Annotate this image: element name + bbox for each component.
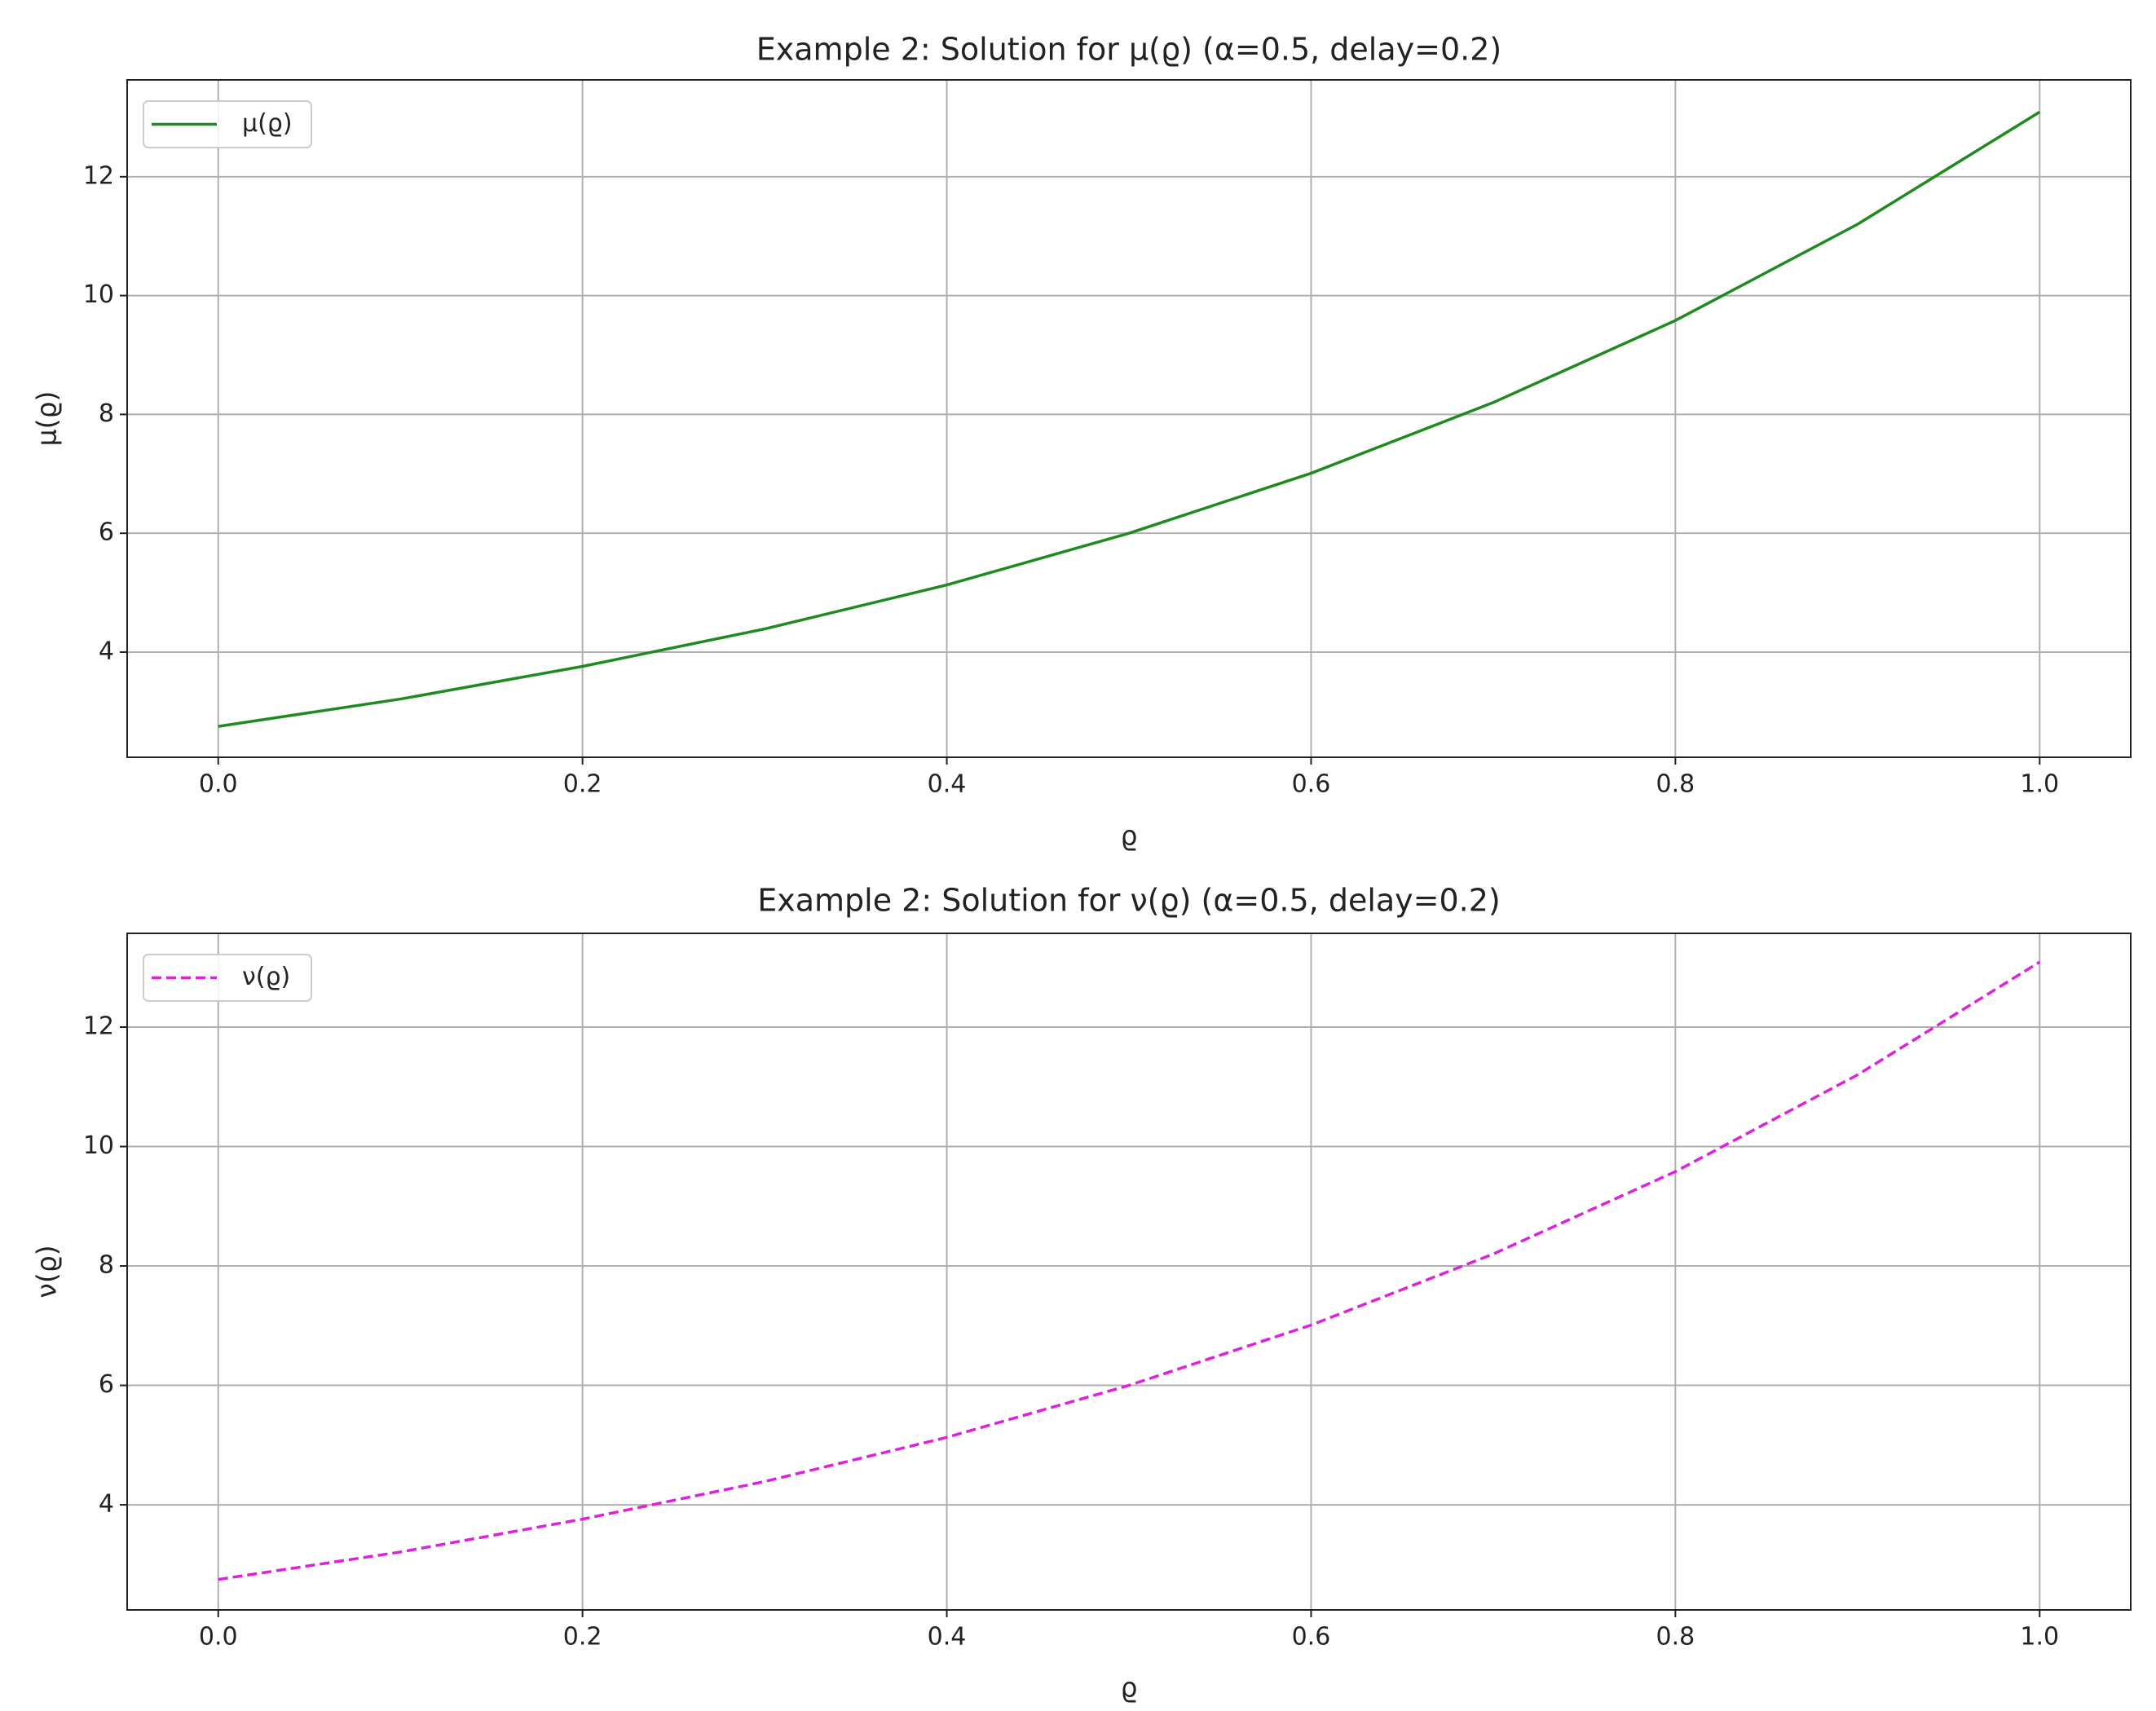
x-tick-label: 0.6 bbox=[1292, 770, 1331, 799]
x-axis-label: ϱ bbox=[1121, 1672, 1138, 1704]
y-tick-label: 6 bbox=[99, 1370, 114, 1399]
series-line bbox=[218, 110, 2041, 728]
x-tick-label: 0.0 bbox=[199, 770, 238, 799]
x-tick-label: 1.0 bbox=[2020, 770, 2059, 799]
x-tick-label: 1.0 bbox=[2020, 1623, 2059, 1651]
y-tick-label: 4 bbox=[99, 1490, 114, 1519]
y-tick-label: 10 bbox=[83, 1131, 114, 1160]
subplot: Example 2: Solution for μ(ϱ) (α=0.5, del… bbox=[31, 32, 2132, 852]
y-axis-label: ν(ϱ) bbox=[31, 1245, 63, 1298]
x-tick-label: 0.8 bbox=[1656, 1623, 1695, 1651]
legend-box bbox=[143, 100, 312, 148]
y-tick-label: 8 bbox=[99, 1251, 114, 1280]
chart-title: Example 2: Solution for μ(ϱ) (α=0.5, del… bbox=[756, 32, 1501, 68]
chart-title: Example 2: Solution for ν(ϱ) (α=0.5, del… bbox=[757, 883, 1501, 919]
legend-label: ν(ϱ) bbox=[242, 963, 290, 991]
x-tick-label: 0.6 bbox=[1292, 1623, 1331, 1651]
x-tick-label: 0.2 bbox=[563, 770, 602, 799]
x-tick-label: 0.8 bbox=[1656, 770, 1695, 799]
y-tick-label: 8 bbox=[99, 399, 114, 428]
x-axis-label: ϱ bbox=[1121, 820, 1138, 852]
y-axis-label: μ(ϱ) bbox=[31, 391, 63, 447]
legend-box bbox=[143, 954, 312, 1002]
subplot: Example 2: Solution for ν(ϱ) (α=0.5, del… bbox=[31, 883, 2132, 1704]
x-tick-label: 0.0 bbox=[199, 1623, 238, 1651]
y-tick-label: 4 bbox=[99, 637, 114, 665]
x-tick-label: 0.4 bbox=[928, 1623, 967, 1651]
plot-frame bbox=[126, 79, 2132, 758]
x-tick-label: 0.4 bbox=[928, 770, 967, 799]
y-tick-label: 12 bbox=[83, 1012, 114, 1041]
x-tick-label: 0.2 bbox=[563, 1623, 602, 1651]
y-tick-label: 10 bbox=[83, 280, 114, 309]
series-line bbox=[218, 960, 2041, 1581]
plot-frame bbox=[126, 933, 2132, 1611]
y-tick-label: 6 bbox=[99, 518, 114, 547]
y-tick-label: 12 bbox=[83, 161, 114, 190]
legend-label: μ(ϱ) bbox=[242, 109, 293, 138]
